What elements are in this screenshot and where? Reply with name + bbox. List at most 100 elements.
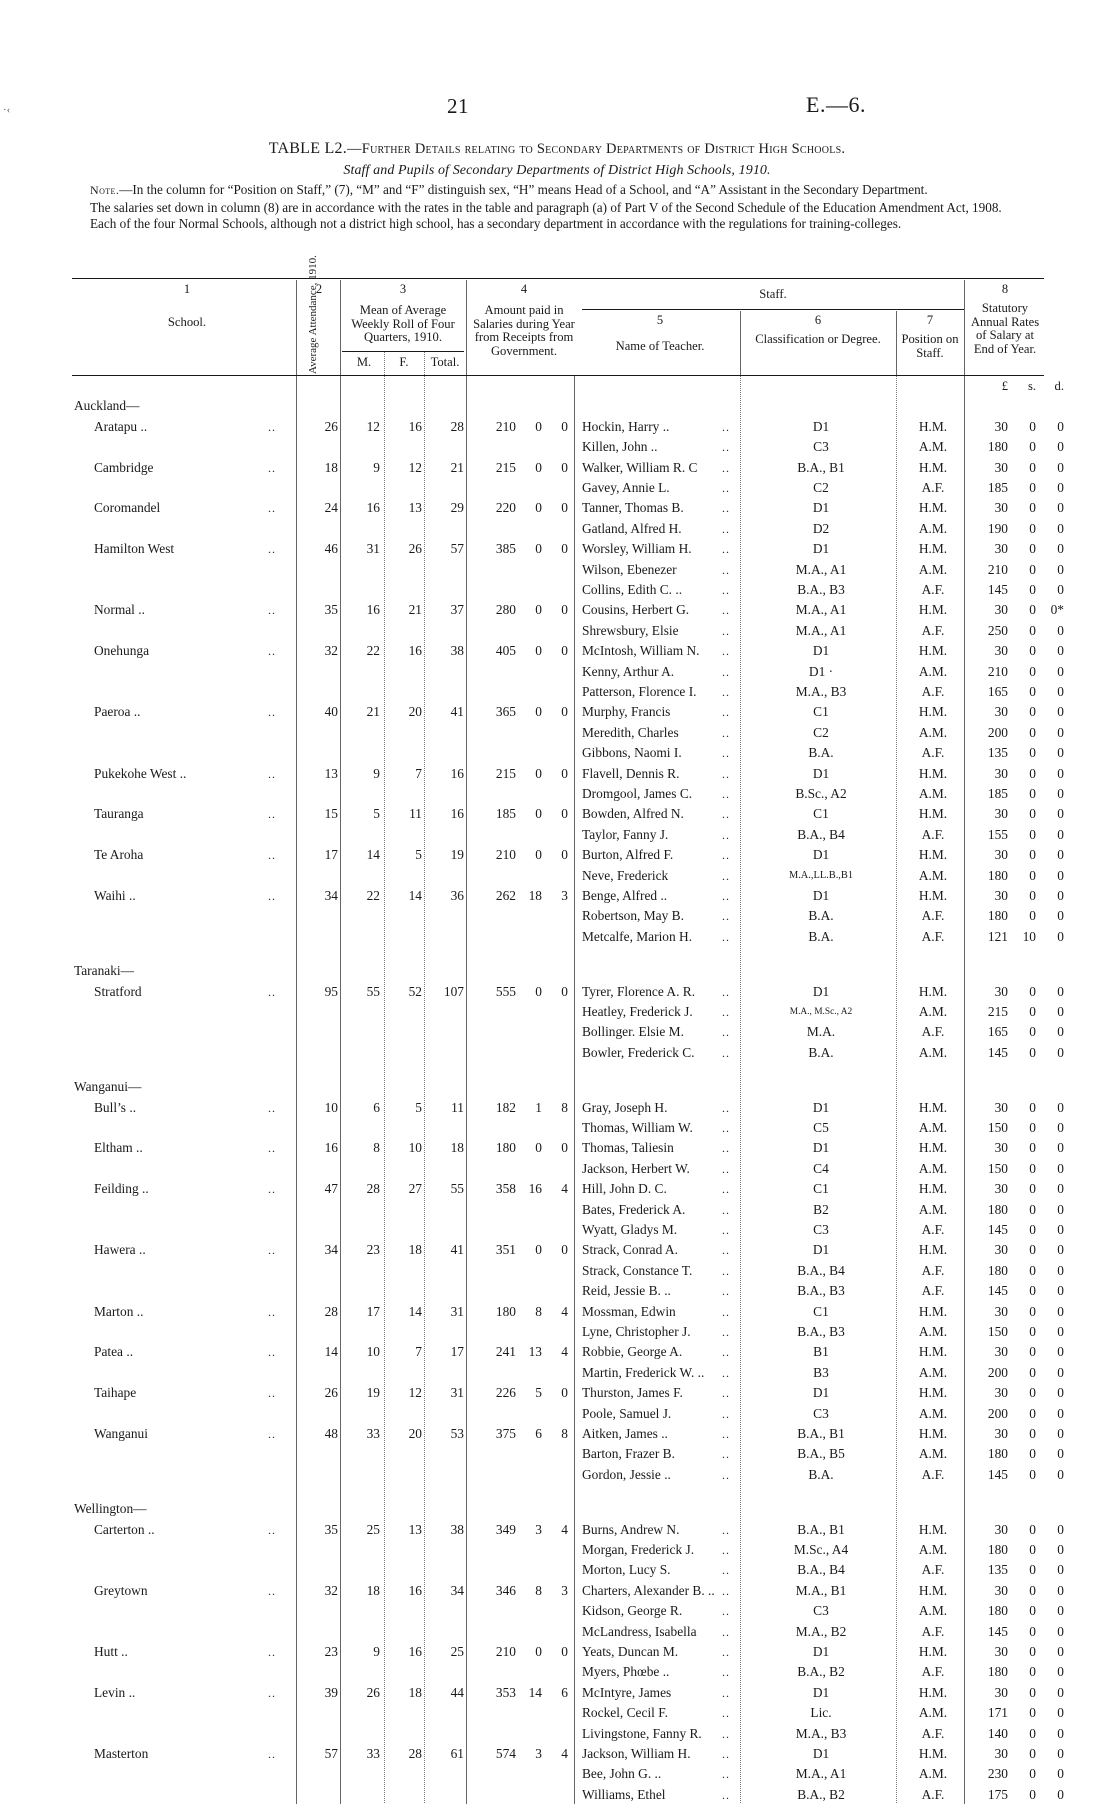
vrule-body-8 <box>964 376 965 1804</box>
average-attendance: 26 <box>324 418 338 434</box>
table-row: Robertson, May B... B.A. A.F. 180 0 0 <box>72 906 1064 926</box>
salary-pence: 0 <box>1057 541 1064 557</box>
teacher-name: Gordon, Jessie .. <box>582 1466 671 1482</box>
position-on-staff: H.M. <box>918 983 948 999</box>
teacher-leader-dots: .. <box>722 644 730 659</box>
table-row: Bollinger. Elsie M... M.A. A.F. 165 0 0 <box>72 1022 1064 1042</box>
school-name: Taihape <box>94 1385 137 1401</box>
salary-shillings: 0 <box>1029 1466 1036 1482</box>
teacher-leader-dots: .. <box>722 1045 730 1060</box>
position-on-staff: A.M. <box>918 1160 948 1176</box>
amount-paid-pence: 0 <box>561 983 568 999</box>
roll-total: 107 <box>443 983 464 999</box>
salary-shillings: 0 <box>1029 745 1036 761</box>
salary-pounds: 250 <box>987 622 1008 638</box>
salary-pence: 0 <box>1057 867 1064 883</box>
table-row: Morgan, Frederick J... M.Sc., A4 A.M. 180 0 0 <box>72 1540 1064 1560</box>
teacher-name: Thomas, Taliesin <box>582 1140 674 1156</box>
table-row: Williams, Ethel.. B.A., B2 A.F. 175 0 0 <box>72 1785 1064 1804</box>
table-row: Carterton .... 35 25 13 38 349 3 4 Burns, Andrew… <box>72 1520 1064 1540</box>
salary-shillings: 0 <box>1029 867 1036 883</box>
roll-total: 37 <box>450 602 464 618</box>
roll-total: 17 <box>450 1344 464 1360</box>
teacher-name: Rockel, Cecil F. <box>582 1705 668 1721</box>
note-1-text: —In the column for “Position on Staff,” … <box>119 182 928 197</box>
amount-paid-shillings: 0 <box>535 1242 542 1258</box>
position-on-staff: A.F. <box>921 1262 945 1278</box>
teacher-leader-dots: .. <box>722 1467 730 1482</box>
position-on-staff: H.M. <box>918 418 948 434</box>
table-row: Dromgool, James C... B.Sc., A2 A.M. 185 0 0 <box>72 784 1064 804</box>
classification-or-degree: D1 <box>812 765 830 781</box>
roll-male: 33 <box>366 1426 380 1441</box>
table-row: Taylor, Fanny J... B.A., B4 A.F. 155 0 0 <box>72 825 1064 845</box>
average-attendance: 34 <box>324 888 338 903</box>
table-row: Killen, John .... C3 A.M. 180 0 0 <box>72 437 1064 457</box>
classification-or-degree: M.A., A1 <box>795 622 847 638</box>
classification-or-degree: B.A., B1 <box>797 1521 845 1537</box>
salary-pence: 0 <box>1057 806 1064 822</box>
position-on-staff: A.F. <box>921 745 945 761</box>
colnum-7: 7 <box>926 313 934 327</box>
table-row: Auckland— <box>72 396 1044 416</box>
position-on-staff: A.F. <box>921 928 945 944</box>
teacher-name: Heatley, Frederick J. <box>582 1004 693 1019</box>
classification-or-degree: M.A., A1 <box>795 561 847 577</box>
roll-female: 11 <box>409 806 422 822</box>
header-staff: Staff. <box>759 287 787 301</box>
position-on-staff: A.M. <box>918 1364 948 1380</box>
teacher-name: Worsley, William H. <box>582 541 692 557</box>
teacher-leader-dots: .. <box>722 1345 730 1360</box>
average-attendance: 34 <box>324 1242 338 1258</box>
school-name: Hawera .. <box>94 1242 146 1258</box>
school-name: Coromandel <box>94 500 161 516</box>
salary-pence: 0 <box>1057 1766 1064 1782</box>
roll-total: 53 <box>450 1426 464 1441</box>
amount-paid-pounds: 215 <box>495 765 516 781</box>
amount-paid-pounds: 180 <box>495 1303 516 1319</box>
teacher-leader-dots: .. <box>722 1325 730 1339</box>
roll-total: 41 <box>450 1242 464 1258</box>
teacher-leader-dots: .. <box>722 984 730 999</box>
classification-or-degree: B.A. <box>808 1044 834 1060</box>
amount-paid-shillings: 0 <box>535 1140 542 1156</box>
classification-or-degree: D1 · <box>808 663 834 679</box>
position-on-staff: A.F. <box>921 1664 945 1680</box>
salary-pence: 0 <box>1057 1242 1064 1258</box>
colnum-3: 3 <box>399 282 407 296</box>
classification-or-degree: M.A., B1 <box>795 1582 847 1598</box>
roll-male: 26 <box>366 1684 380 1700</box>
salary-shillings: 0 <box>1029 1426 1036 1441</box>
school-leader-dots: .. <box>268 1100 276 1115</box>
region-heading: Auckland— <box>74 398 140 414</box>
roll-male: 6 <box>373 1099 380 1115</box>
teacher-name: Wyatt, Gladys M. <box>582 1222 678 1237</box>
salary-shillings: 0 <box>1029 826 1036 842</box>
currency-shillings: s. <box>1027 379 1036 393</box>
salary-pence: 0 <box>1057 786 1064 801</box>
position-on-staff: A.M. <box>918 520 948 536</box>
position-on-staff: H.M. <box>918 1684 948 1700</box>
salary-pence: 0 <box>1057 1684 1064 1700</box>
roll-female: 13 <box>408 500 422 516</box>
classification-or-degree: B.A., B3 <box>797 582 845 597</box>
salary-pounds: 185 <box>987 480 1008 495</box>
roll-male: 14 <box>366 847 380 863</box>
salary-shillings: 0 <box>1029 1201 1036 1217</box>
table-row: Greytown.. 32 18 16 34 346 8 3 Charters, Alexand… <box>72 1581 1064 1601</box>
table-label: TABLE L2. <box>268 140 347 157</box>
teacher-leader-dots: .. <box>722 1624 730 1639</box>
average-attendance: 24 <box>324 500 338 516</box>
salary-pounds: 171 <box>987 1705 1008 1721</box>
page-title: TABLE L2.—Further Details relating to Se… <box>0 140 1114 158</box>
teacher-leader-dots: .. <box>722 1284 730 1299</box>
position-on-staff: H.M. <box>918 1181 948 1197</box>
school-name: Hamilton West <box>94 541 175 557</box>
teacher-leader-dots: .. <box>722 1747 730 1761</box>
position-on-staff: A.M. <box>918 1766 948 1782</box>
classification-or-degree: D1 <box>812 1644 830 1659</box>
teacher-name: Burns, Andrew N. <box>582 1521 680 1537</box>
teacher-name: Walker, William R. C <box>582 459 698 475</box>
classification-or-degree: C3 <box>813 1603 829 1619</box>
salary-pounds: 210 <box>987 663 1008 679</box>
